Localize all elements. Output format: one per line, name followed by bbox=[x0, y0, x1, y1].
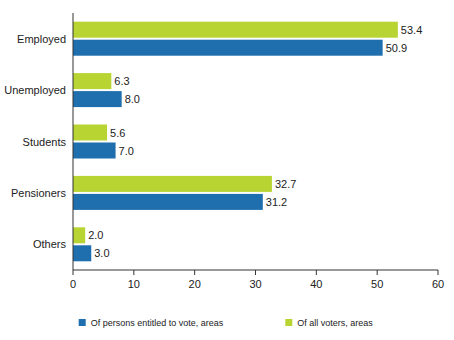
data-label: 5.6 bbox=[110, 127, 125, 139]
x-tick-label: 0 bbox=[70, 278, 76, 290]
bar bbox=[73, 143, 116, 159]
data-label: 8.0 bbox=[125, 93, 140, 105]
data-label: 3.0 bbox=[94, 247, 109, 259]
legend-label: Of all voters, areas bbox=[297, 318, 373, 328]
legend-label: Of persons entitled to vote, areas bbox=[91, 318, 224, 328]
x-tick bbox=[194, 270, 195, 275]
bar bbox=[73, 245, 91, 261]
x-tick bbox=[316, 270, 317, 275]
x-tick-label: 50 bbox=[371, 278, 383, 290]
category-label: Pensioners bbox=[11, 187, 67, 199]
category-label: Employed bbox=[17, 33, 66, 45]
bar bbox=[73, 73, 111, 89]
x-tick-label: 40 bbox=[310, 278, 322, 290]
legend-swatch bbox=[79, 319, 86, 326]
data-label: 2.0 bbox=[88, 229, 103, 241]
bars bbox=[73, 22, 398, 262]
category-label: Others bbox=[33, 238, 67, 250]
category-label: Students bbox=[23, 136, 67, 148]
data-label: 7.0 bbox=[119, 145, 134, 157]
data-label: 32.7 bbox=[275, 178, 296, 190]
x-tick-label: 30 bbox=[249, 278, 261, 290]
bar bbox=[73, 125, 107, 141]
bar bbox=[73, 40, 383, 56]
legend: Of persons entitled to vote, areas Of all… bbox=[79, 318, 374, 328]
x-tick bbox=[377, 270, 378, 275]
data-label: 53.4 bbox=[401, 24, 422, 36]
bar bbox=[73, 194, 263, 210]
bar bbox=[73, 227, 85, 243]
x-tick-label: 20 bbox=[189, 278, 201, 290]
x-tick bbox=[438, 270, 439, 275]
x-tick-label: 60 bbox=[432, 278, 444, 290]
chart: 50.9 53.4 8.0 6.3 7.0 5.6 31.2 32.7 3.0 2.0 Employ… bbox=[0, 0, 454, 340]
data-label: 31.2 bbox=[266, 196, 287, 208]
x-tick-label: 10 bbox=[128, 278, 140, 290]
x-tick bbox=[255, 270, 256, 275]
bar bbox=[73, 176, 272, 192]
bar bbox=[73, 91, 122, 107]
data-labels: 50.9 53.4 8.0 6.3 7.0 5.6 31.2 32.7 3.0 2.0 bbox=[88, 24, 422, 260]
legend-swatch bbox=[285, 319, 292, 326]
axes: 0 10 20 30 40 50 60 bbox=[70, 13, 444, 290]
category-label: Unemployed bbox=[4, 84, 66, 96]
bar bbox=[73, 22, 398, 38]
data-label: 6.3 bbox=[114, 75, 129, 87]
x-tick bbox=[133, 270, 134, 275]
x-tick bbox=[73, 270, 74, 275]
data-label: 50.9 bbox=[386, 42, 407, 54]
y-axis-line bbox=[73, 13, 74, 270]
